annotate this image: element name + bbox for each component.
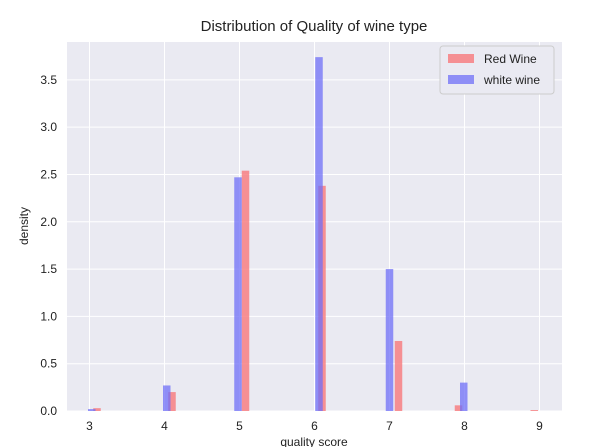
y-tick-label: 0.0 [40,404,57,418]
y-tick-label: 0.5 [40,357,57,371]
bar-red-wine [93,408,101,411]
bar-white-wine [385,269,394,411]
y-tick-label: 2.0 [40,215,57,229]
x-tick-label: 3 [86,419,93,433]
x-tick-label: 9 [536,419,543,433]
bar-white-wine [88,409,96,411]
legend-swatch-red-wine [448,54,474,63]
x-tick-label: 8 [461,419,468,433]
y-tick-label: 2.5 [40,167,57,181]
bar-red-wine [168,392,176,411]
y-tick-label: 3.0 [40,120,57,134]
bar-red-wine [530,410,538,411]
grid-lines [67,42,562,412]
bar-white-wine [234,177,242,411]
x-tick-label: 5 [236,419,243,433]
legend-label-white-wine: white wine [483,73,540,87]
x-tick-labels: 3 4 5 6 7 8 9 [86,419,543,433]
chart-title: Distribution of Quality of wine type [201,18,428,35]
bar-white-wine [460,382,468,411]
bar-red-wine [241,170,250,411]
bars-group [88,57,538,412]
legend-label-red-wine: Red Wine [484,52,537,66]
bar-red-wine [394,340,403,411]
bar-white-wine [315,57,323,412]
x-axis-label: quality score [280,435,348,447]
x-tick-label: 7 [386,419,393,433]
legend-swatch-white-wine [448,75,474,84]
y-axis-label: density [17,207,31,245]
y-tick-labels: 0.0 0.5 1.0 1.5 2.0 2.5 3.0 3.5 [40,73,57,418]
y-tick-label: 3.5 [40,73,57,87]
bar-red-wine [454,405,463,411]
x-tick-label: 6 [311,419,318,433]
x-tick-label: 4 [161,419,168,433]
y-tick-label: 1.5 [40,262,57,276]
y-tick-label: 1.0 [40,309,57,323]
bar-white-wine [163,385,171,411]
legend: Red Wine white wine [439,45,555,95]
